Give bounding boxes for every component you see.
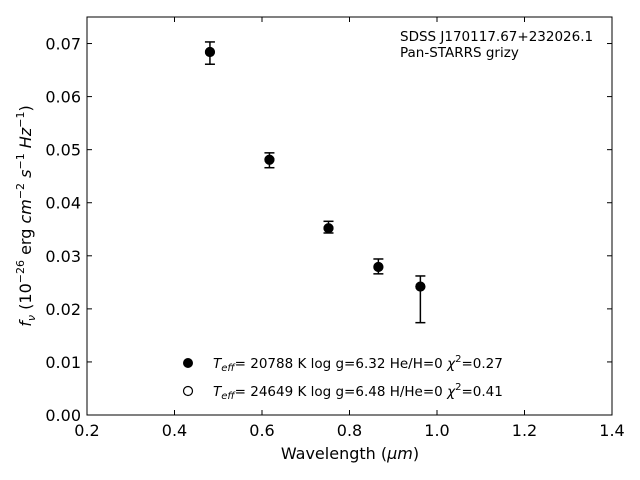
y-tick-label: 0.06 <box>45 88 81 107</box>
filled-model-point <box>373 261 384 272</box>
x-tick-label: 1.2 <box>512 421 537 440</box>
legend-entry-2: Teff= 24649 K log g=6.48 H/He=0 χ2=0.41 <box>213 382 503 402</box>
x-tick-label: 1.0 <box>424 421 449 440</box>
x-axis-label: Wavelength (μm) <box>281 444 419 463</box>
y-tick-label: 0.04 <box>45 194 81 213</box>
legend-marker-open <box>182 385 194 397</box>
legend-marker-filled <box>183 358 193 368</box>
filled-model-point <box>323 223 334 234</box>
x-tick-label: 1.4 <box>599 421 624 440</box>
legend-entry-1: Teff= 20788 K log g=6.32 He/H=0 χ2=0.27 <box>213 354 503 374</box>
filled-model-point <box>415 281 426 292</box>
y-axis-ticks: 0.00 0.01 0.02 0.03 0.04 0.05 0.06 0.07 <box>45 35 612 425</box>
x-tick-label: 0.4 <box>162 421 187 440</box>
y-axis-label: fν (10−26 erg cm−2 s−1 Hz−1) <box>14 105 38 326</box>
object-name-annotation: SDSS J170117.67+232026.1 <box>400 29 593 45</box>
y-tick-label: 0.05 <box>45 141 81 160</box>
y-tick-label: 0.00 <box>45 406 81 425</box>
survey-annotation: Pan-STARRS grizy <box>400 45 519 61</box>
x-tick-label: 0.8 <box>337 421 362 440</box>
plot-frame <box>86 16 613 416</box>
x-tick-label: 0.6 <box>249 421 274 440</box>
x-tick-label: 0.2 <box>74 421 99 440</box>
filled-model-point <box>264 154 275 165</box>
y-tick-label: 0.03 <box>45 247 81 266</box>
y-tick-label: 0.01 <box>45 353 81 372</box>
filled-model-point <box>204 47 215 58</box>
y-tick-label: 0.07 <box>45 35 81 54</box>
data-layer <box>204 41 426 324</box>
y-tick-label: 0.02 <box>45 300 81 319</box>
legend: Teff= 20788 K log g=6.32 He/H=0 χ2=0.27 … <box>182 354 503 402</box>
